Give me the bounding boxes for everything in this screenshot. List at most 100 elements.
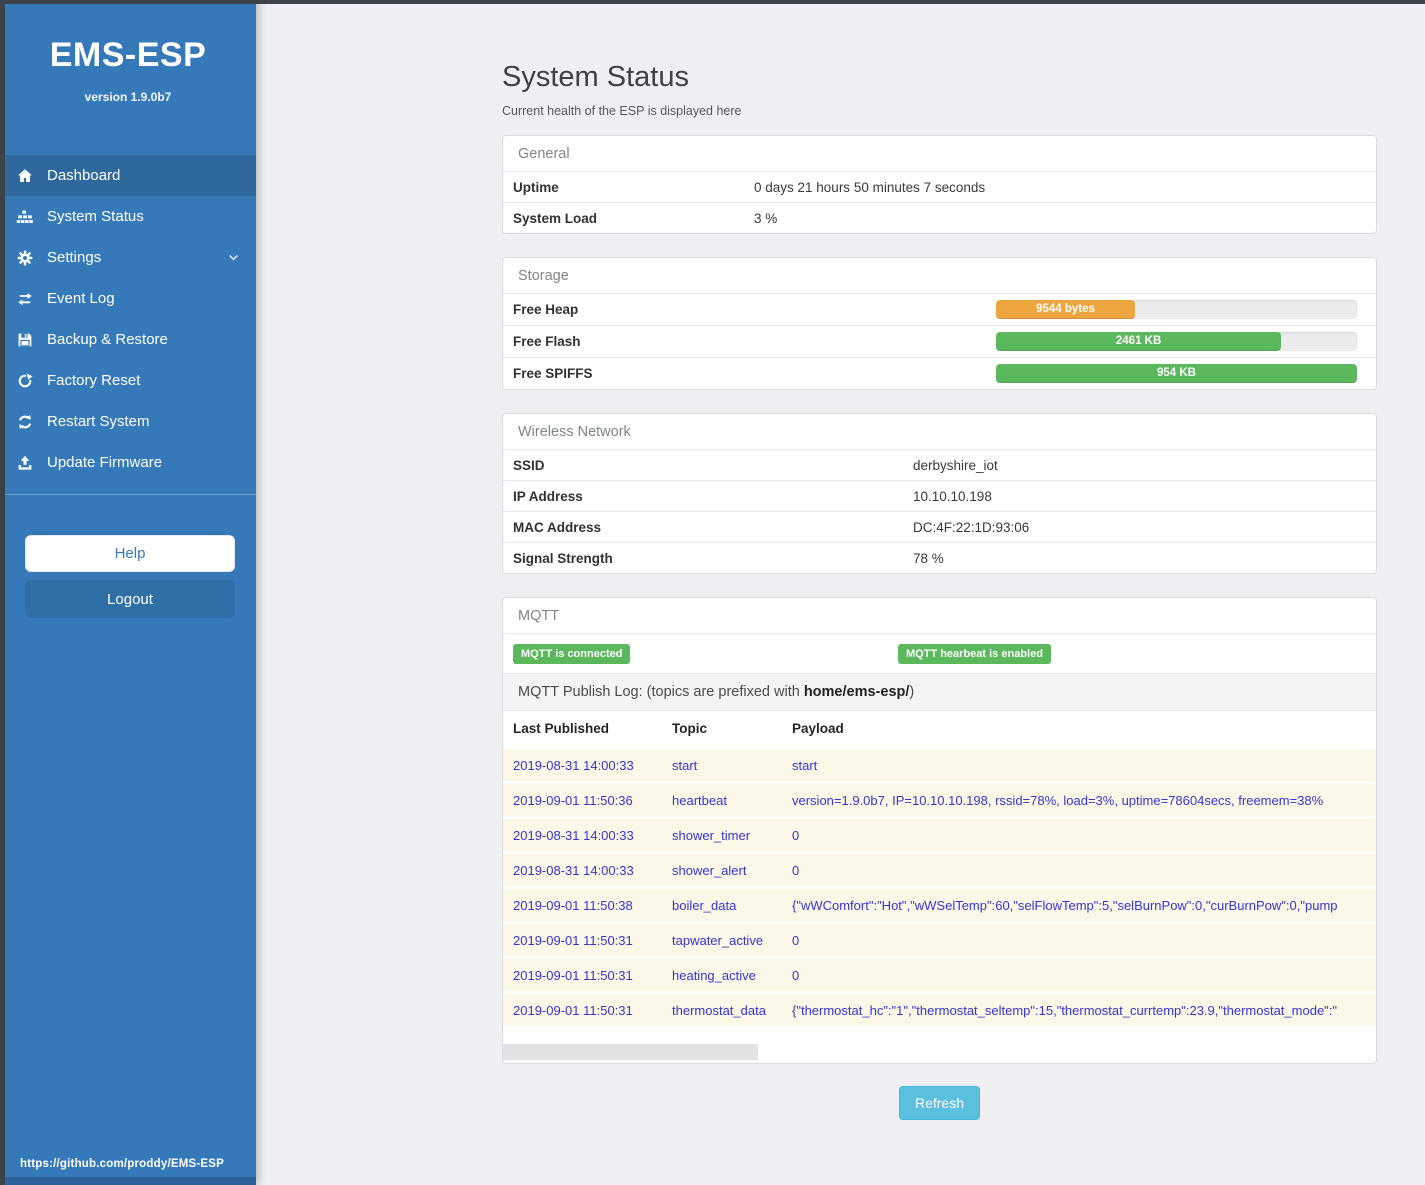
log-time: 2019-08-31 14:00:33: [513, 828, 634, 843]
sidebar-item-event-log[interactable]: Event Log: [0, 278, 256, 319]
log-time: 2019-09-01 11:50:38: [513, 898, 633, 913]
log-topic: tapwater_active: [672, 933, 764, 948]
sidebar-divider: [0, 494, 256, 495]
sitemap-icon: [16, 208, 34, 226]
mqtt-connected-badge: MQTT is connected: [513, 644, 631, 664]
log-payload: start: [792, 758, 818, 773]
save-floppy-icon: [16, 331, 34, 349]
window-left-border: [0, 0, 5, 1185]
log-topic: shower_timer: [672, 828, 751, 843]
column-header-topic: Topic: [672, 721, 707, 736]
general-panel-title: General: [518, 146, 570, 162]
sidebar: EMS-ESP version 1.9.0b7 Dashboard System…: [0, 0, 256, 1185]
page-title: System Status: [502, 61, 689, 93]
sidebar-item-system-status[interactable]: System Status: [0, 196, 256, 237]
table-row: SSID derbyshire_iot: [503, 449, 1376, 480]
chevron-down-icon: [227, 251, 240, 268]
publish-log-text-suffix: ): [909, 684, 915, 700]
sidebar-item-backup-restore[interactable]: Backup & Restore: [0, 319, 256, 360]
logout-button[interactable]: Logout: [25, 580, 235, 618]
log-spacer: [503, 1026, 1376, 1044]
table-row: Signal Strength 78 %: [503, 542, 1376, 573]
log-row: 2019-09-01 11:50:31 tapwater_active 0: [503, 921, 1376, 956]
sidebar-item-label: Event Log: [47, 290, 115, 307]
column-header-payload: Payload: [792, 721, 844, 736]
row-value: 0 days 21 hours 50 minutes 7 seconds: [754, 179, 986, 195]
log-time: 2019-09-01 11:50:36: [513, 793, 633, 808]
progress-fill: 954 KB: [996, 364, 1357, 383]
log-time: 2019-09-01 11:50:31: [513, 1003, 633, 1018]
table-row: IP Address 10.10.10.198: [503, 480, 1376, 511]
log-row: 2019-09-01 11:50:31 heating_active 0: [503, 956, 1376, 991]
github-footer-link[interactable]: https://github.com/proddy/EMS-ESP: [20, 1158, 225, 1170]
log-topic: thermostat_data: [672, 1003, 766, 1018]
wireless-panel: Wireless Network SSID derbyshire_iot IP …: [502, 413, 1377, 574]
page-subtitle: Current health of the ESP is displayed h…: [502, 104, 742, 118]
sidebar-item-label: System Status: [47, 208, 144, 225]
sidebar-item-label: Restart System: [47, 413, 150, 430]
exchange-arrows-icon: [16, 290, 34, 308]
horizontal-scrollbar-thumb[interactable]: [503, 1044, 758, 1060]
sidebar-item-update-firmware[interactable]: Update Firmware: [0, 442, 256, 483]
horizontal-scrollbar-track: [503, 1044, 1376, 1060]
row-value: 10.10.10.198: [913, 488, 992, 504]
log-topic: start: [672, 758, 698, 773]
sidebar-item-factory-reset[interactable]: Factory Reset: [0, 360, 256, 401]
log-row: 2019-09-01 11:50:31 thermostat_data {"th…: [503, 991, 1376, 1026]
mqtt-heartbeat-badge: MQTT hearbeat is enabled: [898, 644, 1051, 664]
wireless-panel-title: Wireless Network: [518, 424, 631, 440]
mqtt-panel: MQTT MQTT is connected MQTT hearbeat is …: [502, 597, 1377, 1064]
refresh-button[interactable]: Refresh: [898, 1086, 981, 1120]
log-topic: heartbeat: [672, 793, 727, 808]
sidebar-item-settings[interactable]: Settings: [0, 237, 256, 278]
sidebar-item-dashboard[interactable]: Dashboard: [0, 155, 256, 196]
log-row: 2019-09-01 11:50:38 boiler_data {"wWComf…: [503, 886, 1376, 921]
log-row: 2019-08-31 14:00:33 shower_alert 0: [503, 851, 1376, 886]
row-label: Signal Strength: [513, 550, 613, 566]
main-content: System Status Current health of the ESP …: [502, 0, 1377, 1120]
log-table-header: Last Published Topic Payload: [503, 711, 1376, 746]
progress-fill: 2461 KB: [996, 332, 1282, 351]
row-label: Free Heap: [513, 302, 579, 317]
log-payload: 0: [792, 863, 800, 878]
table-row: MAC Address DC:4F:22:1D:93:06: [503, 511, 1376, 542]
table-row: Free Heap 9544 bytes: [503, 293, 1376, 325]
row-value: 78 %: [913, 550, 944, 566]
log-time: 2019-09-01 11:50:31: [513, 933, 633, 948]
log-payload: {"thermostat_hc":"1","thermostat_seltemp…: [792, 1003, 1338, 1018]
mqtt-badge-row: MQTT is connected MQTT hearbeat is enabl…: [503, 633, 1376, 673]
sidebar-item-label: Dashboard: [47, 167, 121, 184]
log-topic: shower_alert: [672, 863, 747, 878]
log-row: 2019-08-31 14:00:33 shower_timer 0: [503, 816, 1376, 851]
rotate-cw-icon: [16, 372, 34, 390]
row-value: derbyshire_iot: [913, 457, 998, 473]
sidebar-bottom-strip: [0, 1177, 256, 1185]
help-button[interactable]: Help: [25, 535, 235, 572]
row-value: 3 %: [754, 210, 778, 226]
storage-panel: Storage Free Heap 9544 bytes Free Flash …: [502, 257, 1377, 390]
log-payload: version=1.9.0b7, IP=10.10.10.198, rssid=…: [792, 793, 1324, 808]
sidebar-item-label: Backup & Restore: [47, 331, 168, 348]
log-time: 2019-09-01 11:50:31: [513, 968, 633, 983]
refresh-icon: [16, 413, 34, 431]
sidebar-item-label: Settings: [47, 249, 102, 266]
log-time: 2019-08-31 14:00:33: [513, 863, 634, 878]
topic-prefix: home/ems-esp/: [803, 684, 910, 700]
row-label: System Load: [513, 210, 598, 226]
log-payload: 0: [792, 828, 800, 843]
table-row: System Load 3 %: [503, 202, 1376, 233]
table-row: Uptime 0 days 21 hours 50 minutes 7 seco…: [503, 171, 1376, 202]
progress-fill: 9544 bytes: [996, 300, 1135, 319]
row-label: SSID: [513, 457, 545, 473]
table-row: Free Flash 2461 KB: [503, 325, 1376, 357]
mqtt-panel-title: MQTT: [518, 608, 560, 624]
mqtt-publish-log-header: MQTT Publish Log: (topics are prefixed w…: [503, 673, 1376, 711]
log-topic: boiler_data: [672, 898, 737, 913]
home-icon: [16, 167, 34, 185]
publish-log-text: MQTT Publish Log: (topics are prefixed w…: [518, 684, 804, 700]
free-heap-progress: 9544 bytes: [996, 300, 1357, 319]
upload-icon: [16, 454, 34, 472]
general-panel: General Uptime 0 days 21 hours 50 minute…: [502, 135, 1377, 234]
sidebar-item-restart-system[interactable]: Restart System: [0, 401, 256, 442]
free-spiffs-progress: 954 KB: [996, 364, 1357, 383]
